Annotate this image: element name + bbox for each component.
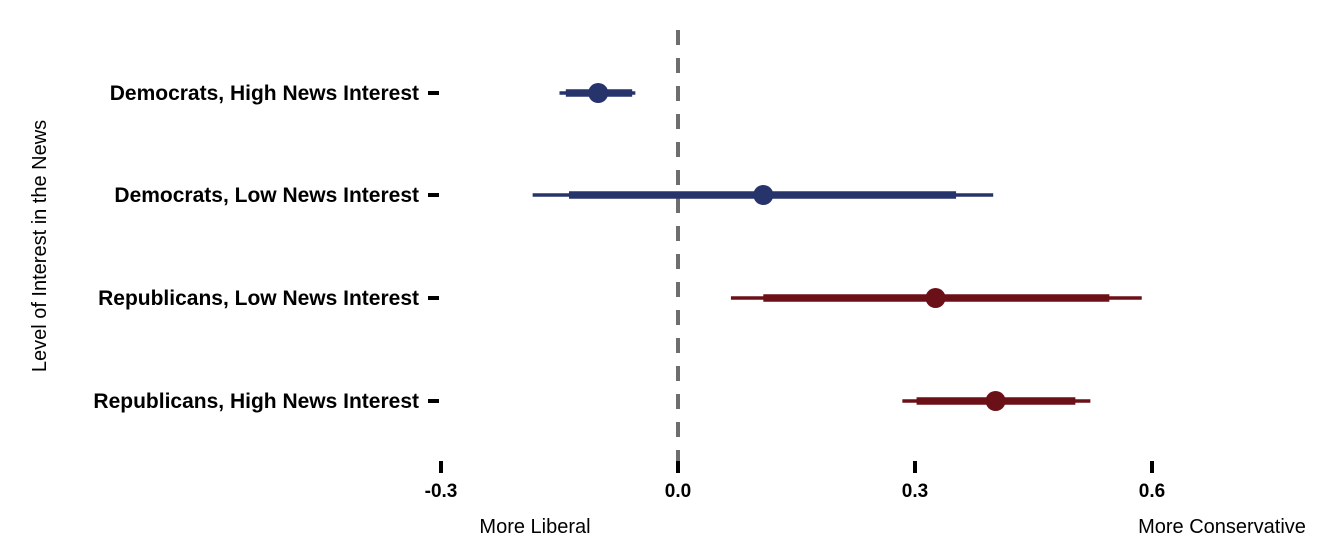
- y-axis-title: Level of Interest in the News: [29, 120, 51, 372]
- point-estimate: [925, 288, 946, 308]
- point-estimates: [588, 83, 1006, 411]
- category-label: Republicans, High News Interest: [93, 390, 419, 413]
- category-label: Republicans, Low News Interest: [98, 287, 419, 310]
- x-axis-title-right: More Conservative: [1138, 516, 1306, 538]
- x-tick-label: 0.3: [902, 481, 928, 502]
- x-tick-label: 0.6: [1139, 481, 1165, 502]
- confidence-intervals: [532, 89, 1142, 405]
- x-tick-label: 0.0: [665, 481, 691, 502]
- point-estimate: [588, 83, 609, 103]
- y-ticks: [428, 91, 439, 403]
- x-axis-title-left: More Liberal: [479, 516, 590, 538]
- point-estimate: [985, 391, 1006, 411]
- category-label: Democrats, High News Interest: [110, 82, 419, 105]
- x-tick-label: -0.3: [425, 481, 458, 502]
- x-tick-labels: -0.3 0.0 0.3 0.6: [425, 481, 1166, 502]
- category-label: Democrats, Low News Interest: [114, 184, 419, 207]
- category-labels: Democrats, High News Interest Democrats, …: [93, 82, 419, 413]
- point-estimate: [753, 185, 774, 205]
- x-ticks: [439, 461, 1154, 473]
